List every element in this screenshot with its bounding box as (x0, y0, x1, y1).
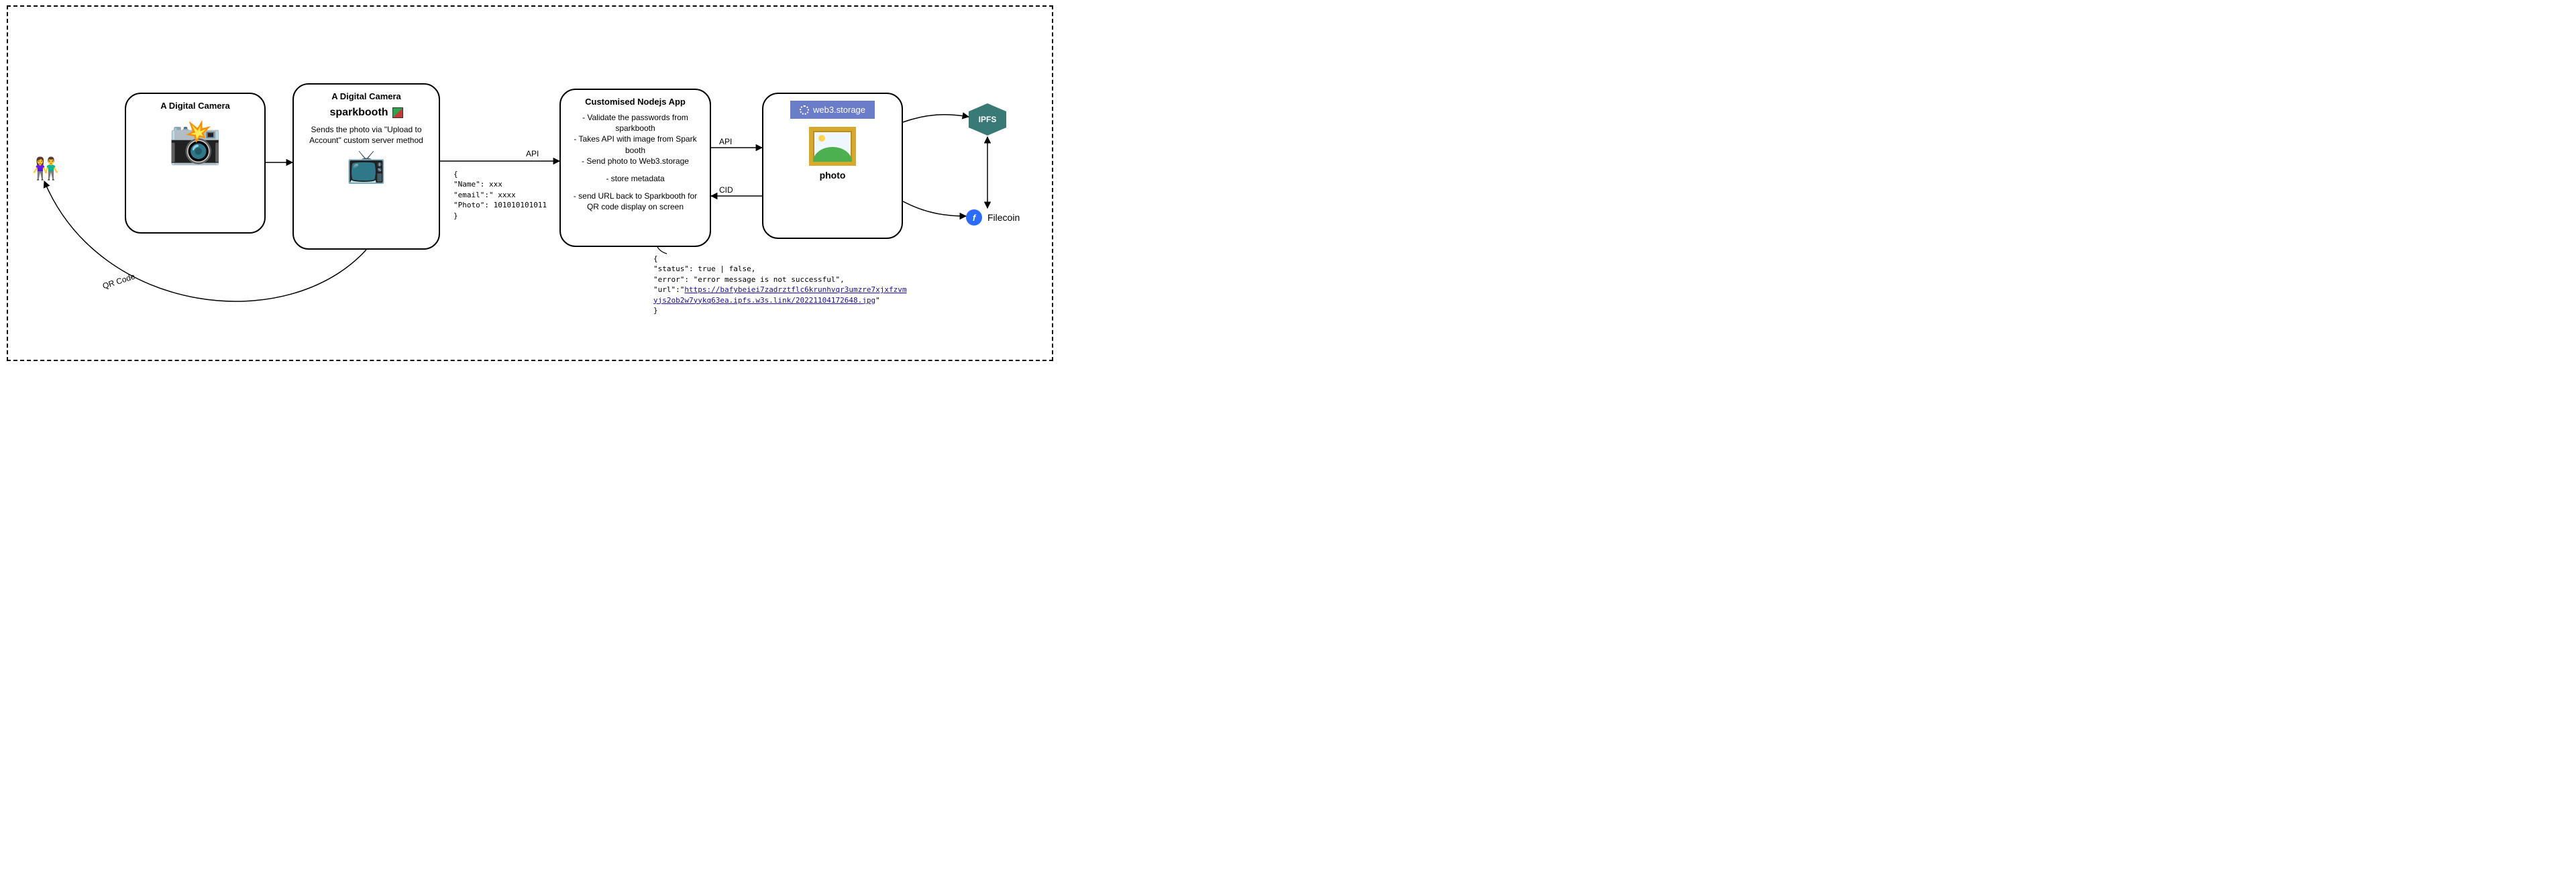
payload-line: } (453, 211, 554, 221)
web3storage-label: web3.storage (813, 105, 865, 115)
node-camera-1: A Digital Camera 📸 (125, 93, 266, 234)
edge-label-api-2: API (719, 137, 732, 146)
filecoin-node: f Filecoin (966, 209, 1020, 226)
payload-line: "error": "error message is not successfu… (653, 275, 908, 285)
payload-line: "status": true | false, (653, 264, 908, 274)
payload-line: "url":" (653, 285, 684, 294)
sparkbooth-logo: sparkbooth (329, 107, 402, 119)
sparkbooth-logo-icon (392, 107, 403, 118)
node-desc: Sends the photo via "Upload to Account" … (302, 124, 431, 146)
node-title: A Digital Camera (134, 101, 256, 111)
people-icon: 👫 (32, 156, 59, 181)
web3storage-badge: web3.storage (790, 101, 875, 119)
node-storage: web3.storage photo (762, 93, 903, 239)
ipfs-icon: IPFS (969, 103, 1006, 136)
node-bullet: - Takes API with image from Spark booth (569, 134, 702, 155)
filecoin-label: Filecoin (987, 212, 1020, 223)
edge-label-cid: CID (719, 185, 733, 195)
photo-label: photo (771, 170, 894, 181)
payload-line: "Photo": 101010101011 (453, 200, 554, 210)
ipfs-label: IPFS (979, 115, 997, 124)
payload-line: { (453, 169, 554, 179)
payload-line: " (875, 296, 880, 305)
node-bullet: - Send photo to Web3.storage (569, 156, 702, 166)
tv-icon: 📺 (302, 151, 431, 183)
payload-line: } (653, 305, 908, 315)
response-url[interactable]: https://bafybeiei7zadrztflc6krunhvqr3umz… (653, 285, 907, 304)
photo-frame-icon (809, 127, 856, 166)
ipfs-node: IPFS (969, 103, 1006, 136)
payload-line: "Name": xxx (453, 179, 554, 189)
request-payload: { "Name": xxx "email":" xxxx "Photo": 10… (453, 169, 554, 221)
payload-line: "email":" xxxx (453, 190, 554, 200)
node-nodejs: Customised Nodejs App - Validate the pas… (559, 89, 711, 247)
filecoin-icon: f (966, 209, 982, 226)
web3storage-icon (800, 105, 809, 115)
edge-label-api-1: API (526, 149, 539, 158)
response-payload: { "status": true | false, "error": "erro… (653, 254, 908, 315)
sparkbooth-logo-text: sparkbooth (329, 107, 388, 119)
payload-line: { (653, 254, 908, 264)
node-bullet: - store metadata (569, 173, 702, 184)
node-title: A Digital Camera (302, 91, 431, 101)
node-bullet: - send URL back to Sparkbooth for QR cod… (569, 191, 702, 212)
node-camera-2: A Digital Camera sparkbooth Sends the ph… (292, 83, 440, 250)
node-bullet: - Validate the passwords from sparkbooth (569, 112, 702, 134)
camera-icon: 📸 (134, 120, 256, 163)
node-title: Customised Nodejs App (569, 97, 702, 107)
